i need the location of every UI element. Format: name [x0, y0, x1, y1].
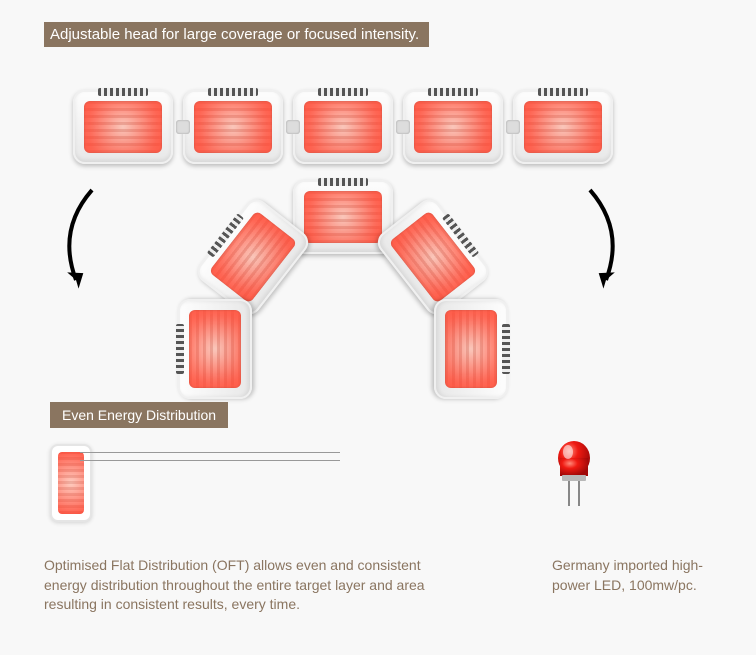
panel-top-3: [293, 90, 393, 164]
hinge: [396, 120, 410, 134]
distribution-line-2: [80, 460, 340, 461]
panel-top-5: [513, 90, 613, 164]
device-diagram: ➦ ➦: [0, 60, 756, 380]
arrow-left-svg: [42, 180, 112, 300]
section-banner: Even Energy Distribution: [50, 402, 228, 428]
oft-description: Optimised Flat Distribution (OFT) allows…: [44, 556, 464, 615]
distribution-line-1: [80, 452, 340, 453]
panel-top-2: [183, 90, 283, 164]
led-description: Germany imported high-power LED, 100mw/p…: [552, 556, 737, 595]
hinge: [506, 120, 520, 134]
hinge: [176, 120, 190, 134]
panel-arch-left2: [178, 299, 252, 399]
panel-arch-right2: [434, 299, 508, 399]
panel-top-1: [73, 90, 173, 164]
header-banner: Adjustable head for large coverage or fo…: [44, 22, 429, 47]
hinge: [286, 120, 300, 134]
led-bulb-icon: [552, 440, 596, 515]
distribution-panel: [50, 444, 92, 522]
arrow-right-svg: [570, 180, 640, 300]
panel-top-4: [403, 90, 503, 164]
